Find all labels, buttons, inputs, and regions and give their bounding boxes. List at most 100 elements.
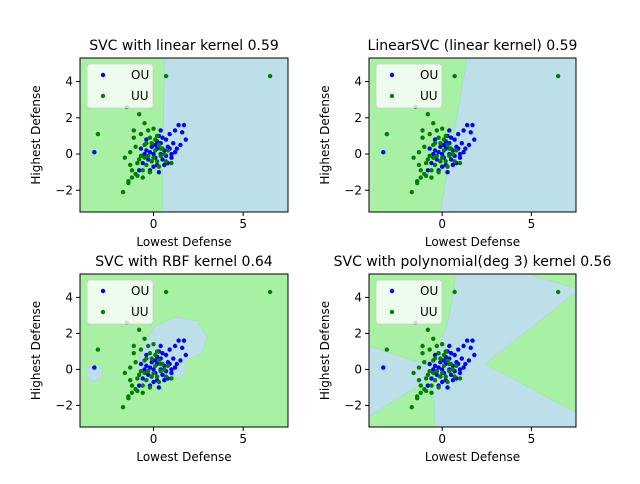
scatter-point-uu xyxy=(414,180,420,186)
scatter-point-ou xyxy=(429,160,434,166)
scatter-point-uu xyxy=(95,347,101,352)
scatter-point-uu xyxy=(416,162,422,168)
scatter-point-ou xyxy=(181,338,187,343)
legend-label-ou: OU xyxy=(420,284,438,298)
scatter-point-uu xyxy=(136,111,142,117)
scatter-point-ou xyxy=(176,338,181,343)
scatter-point-uu xyxy=(128,150,133,155)
scatter-point-ou xyxy=(452,352,457,358)
scatter-point-uu xyxy=(422,144,427,149)
scatter-point-uu xyxy=(149,159,154,164)
scatter-point-uu xyxy=(434,128,440,133)
scatter-point-uu xyxy=(151,155,156,160)
scatter-point-uu xyxy=(138,131,144,137)
scatter-point-uu xyxy=(436,135,441,140)
scatter-point-uu xyxy=(439,342,445,347)
scatter-point-uu xyxy=(126,396,131,401)
scatter-point-uu xyxy=(447,153,452,159)
scatter-point-ou xyxy=(156,169,162,175)
scatter-point-uu xyxy=(452,374,457,379)
scatter-point-uu xyxy=(135,160,140,166)
legend-marker-ou xyxy=(389,288,395,294)
legend-label-uu: UU xyxy=(131,89,149,103)
scatter-point-uu xyxy=(434,343,440,349)
scatter-point-ou xyxy=(171,356,176,361)
scatter-point-uu xyxy=(423,388,429,394)
scatter-point-uu xyxy=(457,160,463,166)
scatter-point-uu xyxy=(267,289,273,295)
y-axis-label: Highest Defense xyxy=(318,301,332,400)
scatter-point-ou xyxy=(163,352,169,358)
scatter-point-ou xyxy=(436,150,441,155)
legend: OU UU xyxy=(375,63,443,109)
scatter-point-ou xyxy=(144,352,149,358)
scatter-point-uu xyxy=(128,162,133,168)
scatter-point-ou xyxy=(450,378,456,383)
scatter-point-ou xyxy=(169,155,174,160)
scatter-point-ou xyxy=(468,130,473,135)
scatter-point-uu xyxy=(384,131,390,137)
scatter-point-uu xyxy=(418,383,423,388)
scatter-point-uu xyxy=(431,336,436,341)
legend: OU UU xyxy=(375,279,443,325)
scatter-point-uu xyxy=(140,383,145,388)
scatter-point-uu xyxy=(452,289,457,295)
scatter-point-ou xyxy=(92,150,97,155)
scatter-point-ou xyxy=(176,122,181,128)
scatter-point-uu xyxy=(436,169,441,175)
scatter-point-ou xyxy=(149,360,154,365)
scatter-point-uu xyxy=(420,135,425,140)
scatter-point-uu xyxy=(169,376,174,381)
scatter-point-ou xyxy=(169,370,174,376)
scatter-point-uu xyxy=(131,128,136,133)
scatter-point-ou xyxy=(447,343,452,349)
scatter-point-ou xyxy=(172,128,178,133)
scatter-point-uu xyxy=(151,126,156,131)
scatter-point-uu xyxy=(145,153,151,159)
scatter-point-uu xyxy=(434,153,440,159)
scatter-point-uu xyxy=(416,150,422,155)
scatter-point-ou xyxy=(140,160,145,166)
scatter-point-ou xyxy=(172,365,178,370)
scatter-point-ou xyxy=(151,164,156,169)
scatter-point-ou xyxy=(434,372,440,377)
scatter-point-uu xyxy=(140,390,145,395)
scatter-point-uu xyxy=(153,352,158,358)
scatter-point-ou xyxy=(178,142,183,148)
y-tick-label: −2 xyxy=(344,183,362,197)
scatter-point-uu xyxy=(439,126,445,131)
legend-label-ou: OU xyxy=(420,68,438,82)
scatter-point-uu xyxy=(153,148,158,153)
x-tick-label: 5 xyxy=(528,432,536,446)
scatter-point-ou xyxy=(461,150,466,155)
scatter-point-uu xyxy=(133,144,138,149)
scatter-point-uu xyxy=(434,369,440,374)
plot-area xyxy=(80,58,288,212)
scatter-point-uu xyxy=(144,162,149,168)
scatter-point-uu xyxy=(441,137,447,142)
scatter-point-uu xyxy=(131,135,136,140)
scatter-point-uu xyxy=(425,372,431,377)
scatter-point-ou xyxy=(171,140,176,146)
scatter-point-ou xyxy=(464,122,470,128)
scatter-point-uu xyxy=(447,369,452,374)
scatter-point-uu xyxy=(409,189,415,195)
scatter-point-ou xyxy=(142,367,147,372)
scatter-point-uu xyxy=(142,155,147,160)
scatter-point-ou xyxy=(448,372,454,377)
scatter-point-uu xyxy=(418,175,423,180)
scatter-point-uu xyxy=(443,133,448,139)
scatter-point-uu xyxy=(156,358,162,363)
scatter-point-ou xyxy=(138,146,144,151)
legend-label-uu: UU xyxy=(420,89,438,103)
legend: OU UU xyxy=(86,63,154,109)
scatter-point-ou xyxy=(439,164,445,169)
x-axis-label: Lowest Defense xyxy=(136,450,231,464)
scatter-point-uu xyxy=(445,164,450,169)
scatter-point-uu xyxy=(425,327,431,332)
scatter-point-uu xyxy=(145,128,151,133)
scatter-point-uu xyxy=(384,347,390,352)
legend-marker-uu xyxy=(389,309,395,315)
scatter-point-uu xyxy=(414,396,420,401)
scatter-point-uu xyxy=(439,370,445,376)
